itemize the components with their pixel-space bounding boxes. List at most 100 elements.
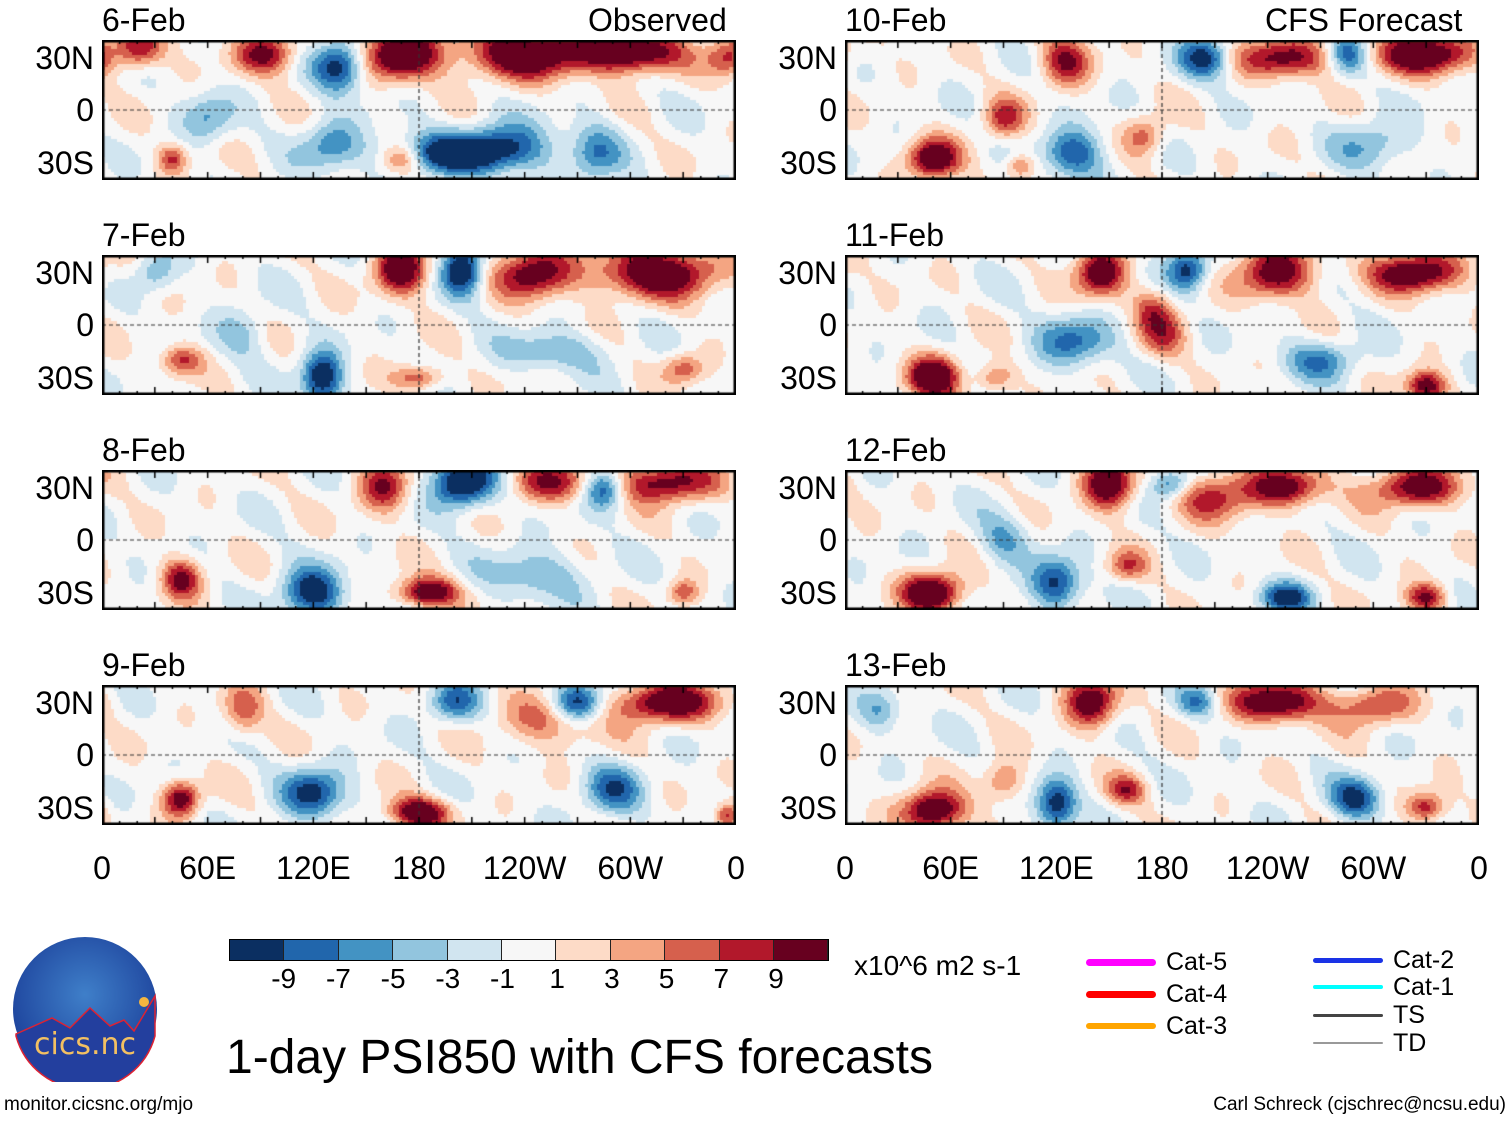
figure-title: 1-day PSI850 with CFS forecasts (226, 1031, 933, 1084)
anomaly-field (845, 255, 1479, 395)
map-panel-6-Feb (102, 40, 736, 180)
x-tick-label: 120E (1018, 850, 1094, 886)
legend-label: Cat-1 (1393, 973, 1455, 1001)
colorbar-units: x10^6 m2 s-1 (854, 950, 1022, 981)
y-tick-label: 30N (35, 684, 94, 721)
legend-line-cat-5 (1086, 958, 1156, 966)
panel-date-label: 8-Feb (102, 432, 186, 468)
map-panel-9-Feb (102, 685, 736, 825)
colorbar-tick-label: 7 (713, 963, 730, 994)
colorbar-swatch (284, 940, 339, 960)
legend-line-ts (1313, 1013, 1383, 1017)
colorbar-swatch (393, 940, 448, 960)
legend-label: Cat-3 (1166, 1012, 1228, 1040)
x-tick-label: 120E (275, 850, 351, 886)
x-tick-label: 60E (179, 850, 237, 886)
x-tick-label: 180 (392, 850, 446, 886)
observed-label: Observed (588, 2, 727, 38)
forecast-label: CFS Forecast (1265, 2, 1463, 38)
colorbar-swatch (501, 940, 557, 960)
legend-line-td (1313, 1042, 1383, 1044)
y-tick-label: 30N (778, 39, 837, 76)
panel-date-label: 7-Feb (102, 217, 186, 253)
panel-date-label: 6-Feb (102, 2, 186, 38)
colorbar-tick-label: -3 (435, 963, 461, 994)
legend-label: Cat-2 (1393, 946, 1455, 974)
y-tick-label: 30N (35, 39, 94, 76)
y-tick-label: 0 (819, 307, 837, 343)
source-url[interactable]: monitor.cicsnc.org/mjo (4, 1094, 194, 1115)
legend-label: Cat-4 (1166, 980, 1228, 1008)
panel-date-label: 11-Feb (845, 217, 945, 253)
colorbar-tick-label: 3 (604, 963, 620, 994)
y-tick-label: 0 (76, 522, 94, 558)
colorbar-swatch (556, 940, 611, 960)
y-tick-label: 30N (778, 469, 837, 506)
legend-label: TD (1393, 1029, 1427, 1057)
colorbar-tick-label: -9 (271, 963, 297, 994)
legend-line-cat-4 (1086, 990, 1156, 998)
panel-date-label: 12-Feb (845, 432, 947, 468)
x-tick-label: 120W (482, 850, 567, 886)
panel-date-label: 10-Feb (845, 2, 947, 38)
anomaly-field (102, 685, 736, 825)
colorbar-tick-label: 5 (658, 963, 675, 994)
map-panel-12-Feb (845, 470, 1479, 610)
y-tick-label: 30N (35, 254, 94, 291)
x-tick-label: 60W (1340, 850, 1407, 886)
colorbar-swatch (447, 940, 502, 960)
logo-text: cics.nc (34, 1027, 136, 1062)
colorbar-swatch (610, 940, 666, 960)
x-tick-label: 60W (597, 850, 664, 886)
y-tick-label: 30S (780, 789, 837, 826)
y-tick-label: 30S (37, 359, 94, 396)
anomaly-field (845, 685, 1479, 825)
x-tick-label: 0 (836, 850, 854, 886)
colorbar-tick-label: 1 (549, 963, 565, 994)
y-tick-label: 0 (76, 307, 94, 343)
y-tick-label: 30S (37, 574, 94, 611)
x-tick-label: 120W (1225, 850, 1310, 886)
y-tick-label: 0 (76, 92, 94, 128)
colorbar-swatch (230, 940, 285, 960)
map-panel-8-Feb (102, 470, 736, 610)
y-tick-label: 30S (780, 574, 837, 611)
anomaly-field (102, 40, 736, 180)
legend-label: TS (1393, 1001, 1425, 1029)
anomaly-field (102, 255, 736, 395)
colorbar-tick-label: -5 (380, 963, 406, 994)
map-panel-11-Feb (845, 255, 1479, 395)
colorbar (229, 939, 830, 961)
x-tick-label: 0 (727, 850, 745, 886)
colorbar-swatch (665, 940, 720, 960)
credit: Carl Schreck (cjschrec@ncsu.edu) (1213, 1094, 1506, 1115)
y-tick-label: 30N (35, 469, 94, 506)
map-panel-10-Feb (845, 40, 1479, 180)
anomaly-field (845, 470, 1479, 610)
x-tick-label: 0 (93, 850, 111, 886)
panel-date-label: 9-Feb (102, 647, 186, 683)
colorbar-swatch (719, 940, 774, 960)
x-tick-label: 0 (1470, 850, 1488, 886)
legend-line-cat-3 (1086, 1023, 1156, 1029)
colorbar-tick-label: -1 (490, 963, 515, 994)
y-tick-label: 30S (37, 789, 94, 826)
map-panel-13-Feb (845, 685, 1479, 825)
anomaly-field (102, 470, 736, 610)
colorbar-swatch (338, 940, 394, 960)
cics-logo: cics.nc (12, 936, 158, 1090)
y-tick-label: 30N (778, 254, 837, 291)
legend-line-cat-2 (1313, 957, 1383, 963)
panel-date-label: 13-Feb (845, 647, 947, 683)
legend-line-cat-1 (1313, 985, 1383, 989)
map-panel-7-Feb (102, 255, 736, 395)
y-tick-label: 30S (780, 359, 837, 396)
colorbar-tick-label: 9 (768, 963, 784, 994)
y-tick-label: 30S (780, 144, 837, 181)
colorbar-tick-label: -7 (325, 963, 351, 994)
y-tick-label: 0 (76, 737, 94, 773)
y-tick-label: 30S (37, 144, 94, 181)
colorbar-swatch (773, 940, 829, 960)
y-tick-label: 0 (819, 737, 837, 773)
